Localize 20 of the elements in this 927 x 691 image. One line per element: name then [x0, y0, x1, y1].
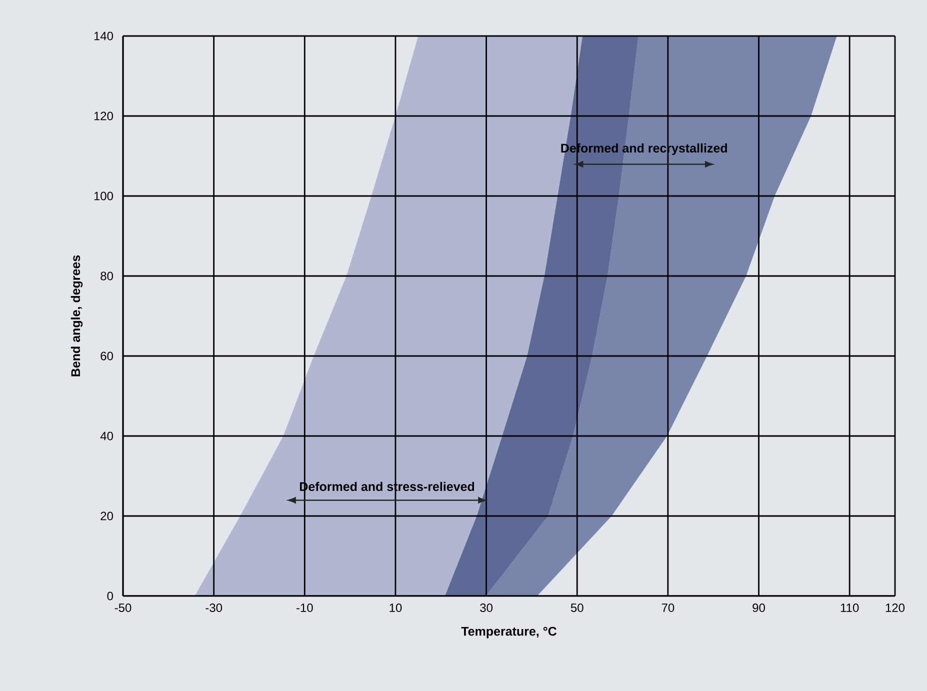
y-tick-label: 40: [100, 432, 114, 440]
x-tick-label: 30: [480, 604, 493, 612]
x-tick-label: 10: [390, 604, 402, 612]
x-tick-label: -10: [296, 604, 313, 612]
y-tick-label: 0: [107, 592, 114, 600]
y-tick-label: 60: [100, 352, 114, 360]
x-tick-label: -30: [206, 604, 222, 612]
x-tick-label: 50: [570, 604, 584, 612]
x-tick-label: 70: [662, 604, 674, 612]
y-tick-label: 80: [100, 272, 114, 280]
y-tick-label: 120: [94, 112, 114, 120]
x-tick-label: 110: [840, 604, 859, 612]
x-tick-label: 120: [886, 604, 905, 612]
y-tick-label: 20: [100, 512, 114, 520]
x-axis-title: Temperature, °C: [461, 626, 557, 638]
x-tick-label: -50: [114, 604, 132, 612]
y-axis-title: Bend angle, degrees: [70, 255, 83, 376]
y-tick-label: 140: [94, 32, 114, 40]
x-tick-label: 90: [752, 604, 765, 612]
y-tick-label: 100: [94, 192, 114, 200]
